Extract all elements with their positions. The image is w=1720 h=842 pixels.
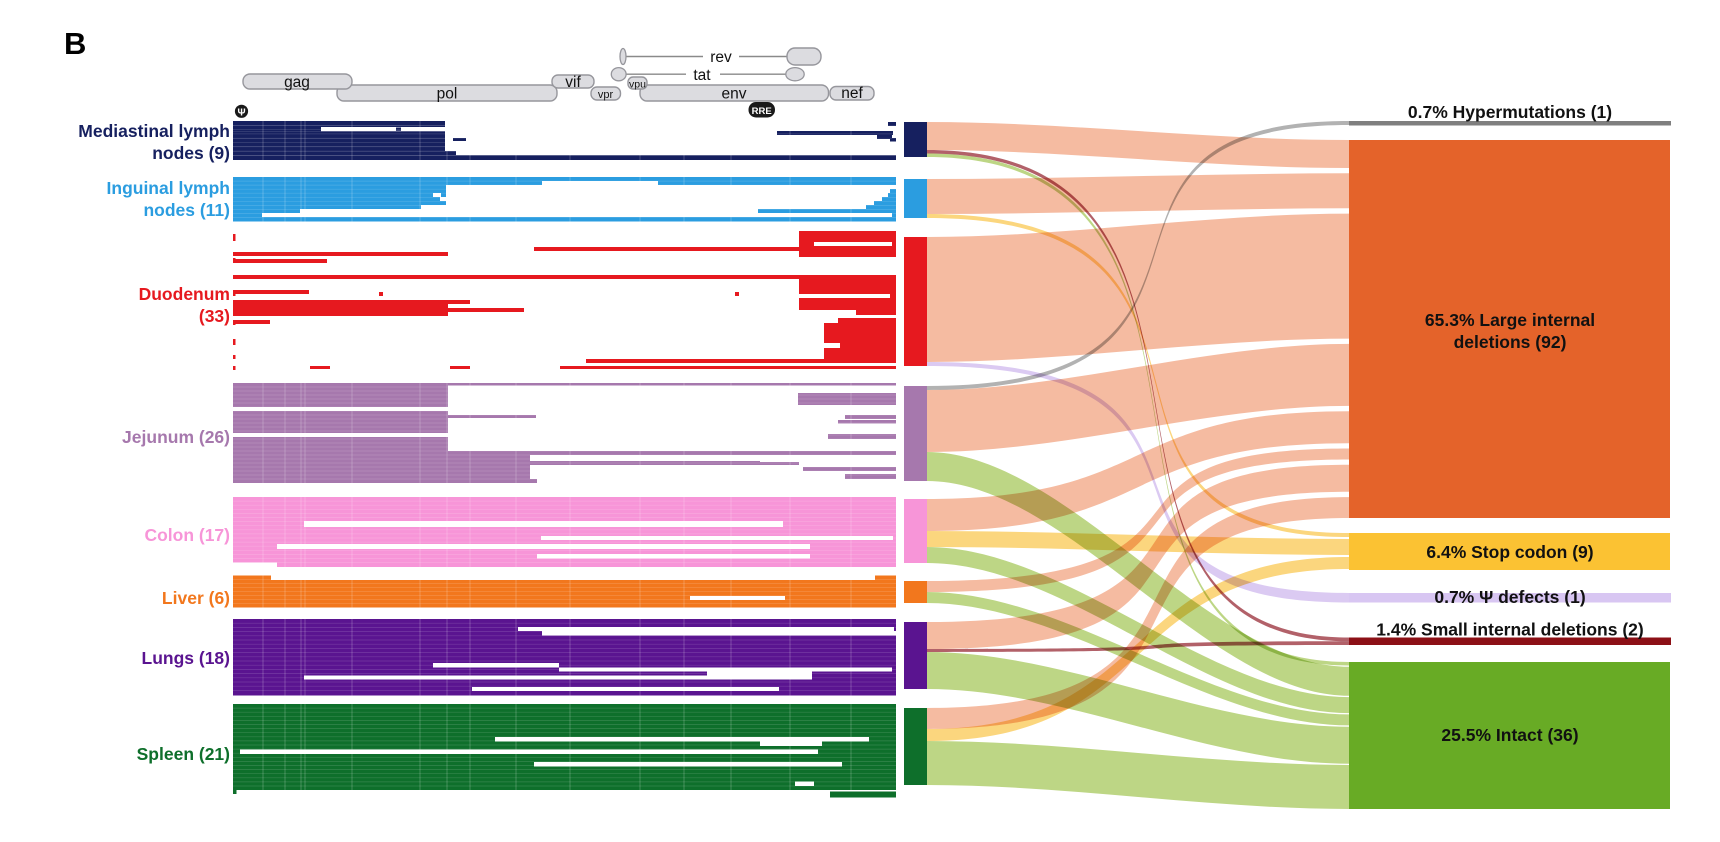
svg-text:Spleen (21): Spleen (21) bbox=[137, 744, 230, 764]
svg-text:nodes (9): nodes (9) bbox=[152, 143, 230, 163]
svg-text:0.7% Ψ defects (1): 0.7% Ψ defects (1) bbox=[1434, 587, 1585, 607]
svg-text:gag: gag bbox=[284, 74, 310, 91]
svg-text:B: B bbox=[64, 26, 86, 61]
svg-text:Colon (17): Colon (17) bbox=[144, 525, 230, 545]
svg-text:Jejunum (26): Jejunum (26) bbox=[122, 427, 230, 447]
svg-text:vpr: vpr bbox=[598, 89, 614, 101]
svg-text:Inguinal lymph: Inguinal lymph bbox=[107, 178, 230, 198]
svg-text:0.7% Hypermutations (1): 0.7% Hypermutations (1) bbox=[1408, 102, 1612, 122]
svg-text:25.5% Intact (36): 25.5% Intact (36) bbox=[1441, 725, 1578, 745]
svg-text:Mediastinal lymph: Mediastinal lymph bbox=[78, 121, 230, 141]
svg-text:nodes (11): nodes (11) bbox=[143, 200, 230, 220]
svg-text:65.3% Large internal: 65.3% Large internal bbox=[1425, 310, 1595, 330]
svg-text:6.4% Stop codon (9): 6.4% Stop codon (9) bbox=[1426, 542, 1593, 562]
svg-text:Lungs (18): Lungs (18) bbox=[142, 648, 230, 668]
svg-text:vif: vif bbox=[565, 74, 581, 91]
svg-text:Duodenum: Duodenum bbox=[139, 284, 230, 304]
svg-text:1.4% Small internal deletions: 1.4% Small internal deletions (2) bbox=[1376, 620, 1643, 640]
svg-text:env: env bbox=[722, 86, 747, 103]
svg-text:(33): (33) bbox=[199, 306, 230, 326]
svg-text:Liver (6): Liver (6) bbox=[162, 588, 230, 608]
svg-text:nef: nef bbox=[841, 85, 863, 102]
svg-text:vpu: vpu bbox=[629, 79, 646, 91]
svg-text:rev: rev bbox=[710, 49, 732, 66]
svg-text:deletions (92): deletions (92) bbox=[1454, 332, 1567, 352]
svg-text:tat: tat bbox=[693, 67, 711, 84]
svg-text:RRE: RRE bbox=[752, 106, 772, 117]
svg-text:Ψ: Ψ bbox=[237, 107, 245, 118]
svg-text:pol: pol bbox=[437, 86, 458, 103]
